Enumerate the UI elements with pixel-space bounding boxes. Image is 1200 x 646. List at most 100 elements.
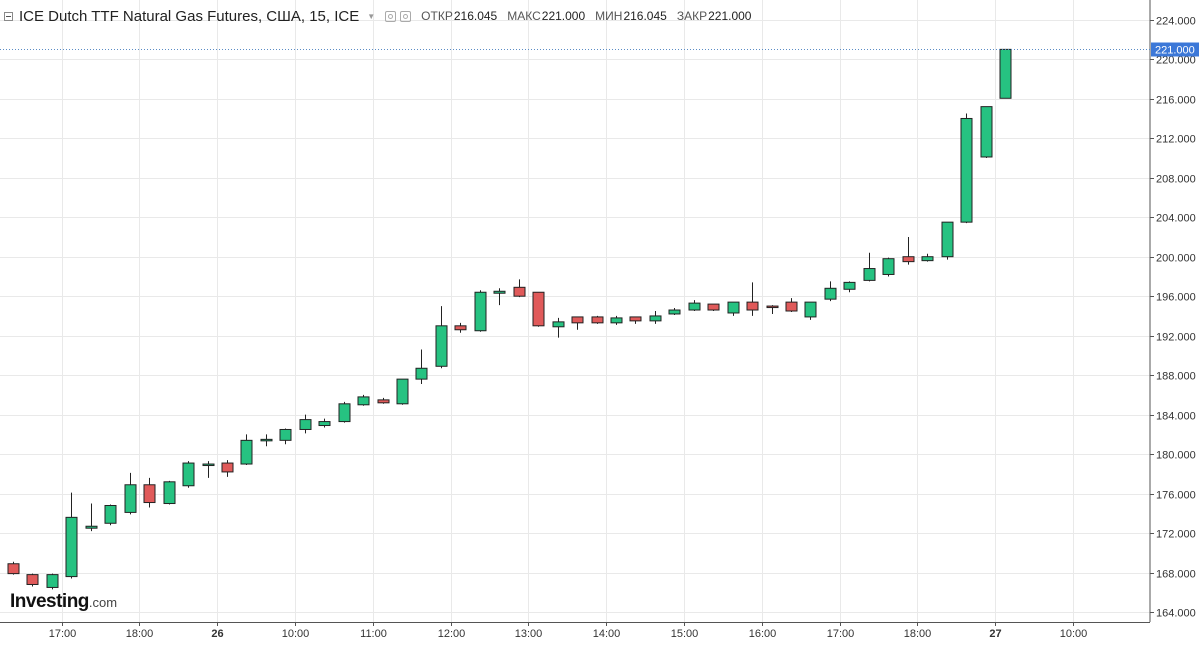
y-tick-label: 200.000 [1156,253,1196,265]
candle [493,288,506,306]
candle-body [629,316,642,322]
open-value: 216.045 [453,9,498,23]
x-tick-label: 18:00 [126,628,154,640]
axes [0,0,1151,623]
candle [629,316,642,324]
candle [240,434,253,466]
candle-body [532,291,545,327]
y-tick-label: 216.000 [1156,95,1196,107]
x-tick-label: 16:00 [749,628,777,640]
candle [415,349,428,385]
investing-logo: Investing.com [10,591,117,613]
candle [591,315,604,324]
y-tick-label: 196.000 [1156,292,1196,304]
candle [688,300,701,311]
current-price-marker: 221.000 [0,42,1199,57]
y-axis-tick-labels: 164.000 168.000 172.000 176.000 180.000 184.0… [1150,16,1196,620]
chevron-down-icon[interactable]: ▼ [367,11,376,21]
candle-body [299,419,312,430]
candle-body [435,325,448,367]
candle [279,428,292,445]
candle-body [163,481,176,505]
candle-body [688,302,701,311]
candle-body [610,317,623,324]
collapse-icon[interactable] [4,11,13,21]
candle [571,316,584,330]
y-tick-label: 204.000 [1156,213,1196,225]
candle-body [454,325,467,331]
candle-body [124,484,137,513]
candle [26,573,39,587]
candle [65,492,78,579]
current-price-label: 221.000 [1155,45,1195,57]
candle-body [182,462,195,487]
candle-body [863,268,876,281]
candle-body [960,117,973,223]
candle [980,106,993,158]
chart-header: ICE Dutch TTF Natural Gas Futures, США, … [0,0,751,32]
candle [766,305,779,314]
candle [377,397,390,404]
y-tick-label: 180.000 [1156,450,1196,462]
candle [104,504,117,526]
candle-body [746,301,759,311]
candle [668,308,681,315]
x-tick-label: 12:00 [438,628,466,640]
candle [941,221,954,260]
logo-brand: Investing [10,591,89,612]
candle [863,252,876,282]
current-price-tag [1151,42,1199,57]
candle-body [260,438,273,442]
candle-body [980,106,993,158]
x-tick-label: 13:00 [515,628,543,640]
grid-lines [0,0,1150,622]
instrument-title: ICE Dutch TTF Natural Gas Futures, США, … [19,7,360,25]
candle [357,394,370,406]
candle [143,477,156,508]
candle [338,401,351,423]
y-tick-label: 224.000 [1156,16,1196,28]
x-tick-label: 10:00 [1060,628,1088,640]
candle [552,317,565,338]
candle [454,322,467,333]
y-tick-label: 188.000 [1156,371,1196,383]
candle-body [902,256,915,263]
low-value: 216.045 [623,9,667,23]
candle-body [65,516,78,578]
candle [182,461,195,488]
settings-icon[interactable] [400,10,412,22]
candle [299,414,312,434]
candle [921,253,934,262]
candle [7,561,20,575]
y-tick-label: 192.000 [1156,332,1196,344]
high-label: МАКС [507,9,541,23]
candle-body [338,403,351,423]
candle-body [318,421,331,427]
visibility-icon[interactable] [385,10,397,22]
candle [902,236,915,265]
candle-body [668,309,681,315]
candle-body [202,463,215,467]
candle [999,48,1012,99]
candle-body [26,574,39,585]
x-tick-label: 15:00 [671,628,699,640]
candle [824,281,837,302]
x-tick-label: 17:00 [827,628,855,640]
close-value: 221.000 [708,9,752,23]
high-value: 221.000 [541,9,586,23]
candle [46,573,59,590]
candle-body [591,316,604,324]
y-tick-label: 212.000 [1156,134,1196,146]
candle-body [999,48,1012,99]
candle-body [513,286,526,297]
candle [532,291,545,327]
candle [746,282,759,316]
candle [318,418,331,428]
candle [804,301,817,320]
candle-body [649,315,662,322]
candle [260,434,273,447]
candle [649,311,662,324]
candle [202,461,215,478]
